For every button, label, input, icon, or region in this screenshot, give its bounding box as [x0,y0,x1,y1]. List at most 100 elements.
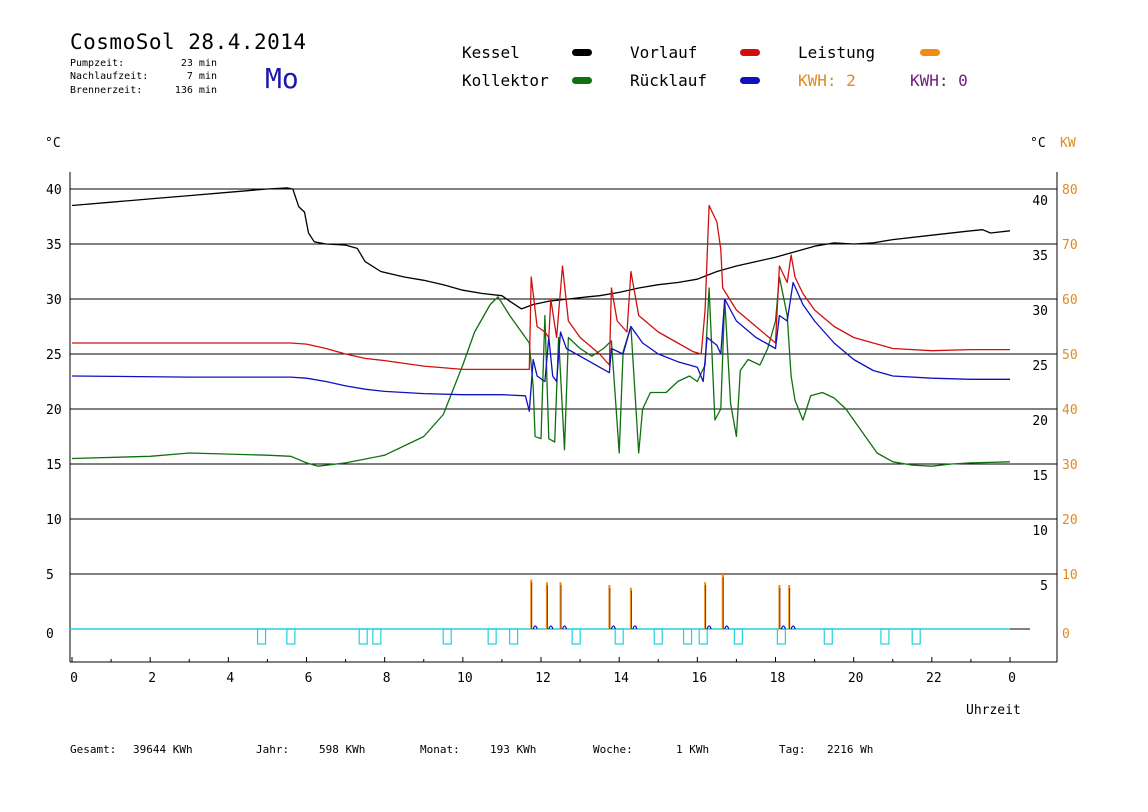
right-tick-label-kw: 20 [1062,513,1078,528]
right-tick-label-kw: 10 [1062,568,1078,583]
flow-marker [632,625,638,630]
nachlaufzeit-label: Nachlaufzeit: [70,71,149,82]
x-tick-label: 10 [457,671,473,686]
right-tick-label-kw: 50 [1062,348,1078,363]
legend-vorlauf-swatch [740,49,760,56]
legend-kessel-swatch [572,49,592,56]
legend-kessel-label: Kessel [462,43,520,62]
flow-marker [706,625,712,630]
footer-gesamt-value: 39644 KWh [133,743,193,756]
series-ruecklauf-line [71,281,1010,412]
pumpzeit-value: 23 min [180,58,217,69]
pump-pulse [487,628,497,645]
footer-woche-value: 1 KWh [676,743,710,756]
legend-kollektor-swatch [572,77,592,84]
x-tick-label: 20 [848,671,864,686]
flow-marker [790,625,796,630]
x-tick-label: 12 [535,671,551,686]
legend-leistung-swatch [920,49,940,56]
flow-marker [610,625,616,630]
right-tick-label-kw: 40 [1062,403,1078,418]
x-tick-label: 0 [70,671,78,686]
x-tick-label: 16 [692,671,708,686]
legend-kwh2-label: KWH: 0 [910,71,968,90]
footer-gesamt-label: Gesamt: [70,743,117,756]
left-tick-label: 15 [46,458,62,473]
series-kessel-line [71,187,1011,310]
footer-jahr-value: 598 KWh [319,743,366,756]
pump-pulse [682,628,693,645]
flow-marker [548,625,554,630]
x-tick-label: 0 [1008,671,1016,686]
pump-pulse [823,628,833,645]
chart-title: CosmoSol 28.4.2014 [70,30,307,54]
legend-ruecklauf-label: Rücklauf [630,71,708,90]
right-tick-label-kw: 80 [1062,183,1078,198]
left-tick-label: 20 [46,403,62,418]
right-tick-label-c: 5 [1040,579,1048,594]
pump-pulse [911,628,921,645]
x-tick-label: 14 [613,671,629,686]
flow-marker [532,625,538,630]
right-tick-label-c: 25 [1032,359,1048,374]
pump-pulse [256,628,267,645]
footer-jahr-label: Jahr: [256,743,290,756]
left-tick-label: 25 [46,348,62,363]
legend-ruecklauf-swatch [740,77,760,84]
pump-pulse [442,628,452,645]
legend-vorlauf-label: Vorlauf [630,43,698,62]
brennerzeit-value: 136 min [174,85,217,96]
pump-pulse [880,628,890,645]
right-axis-unit-kw: KW [1060,136,1076,151]
flow-marker [724,625,730,630]
footer-woche-label: Woche: [593,743,633,756]
left-tick-label: 30 [46,293,62,308]
pumpzeit-label: Pumpzeit: [70,58,125,69]
right-tick-label-kw: 30 [1062,458,1078,473]
x-tick-label: 8 [383,671,391,686]
pump-pulse [653,628,663,645]
flow-marker [561,625,568,630]
nachlaufzeit-value: 7 min [186,71,217,82]
pump-pulse [614,628,624,645]
series-vorlauf-line [72,204,1010,371]
left-axis-unit: °C [45,136,61,151]
x-tick-label: 4 [226,671,234,686]
pump-pulse [698,628,708,645]
pump-pulse [776,628,786,645]
right-tick-label-c: 20 [1032,414,1048,429]
pump-pulse [733,628,743,645]
brennerzeit-label: Brennerzeit: [70,85,143,96]
pump-pulse [358,628,368,645]
pump-pulse [509,628,519,645]
right-tick-label-kw: 70 [1062,238,1078,253]
left-tick-label: 35 [46,238,62,253]
footer-monat-value: 193 KWh [490,743,537,756]
weekday-label: Mo [265,62,299,95]
pump-pulse [286,628,296,645]
pump-pulse [372,628,382,645]
x-tick-label: 2 [148,671,156,686]
left-tick-label: 40 [46,183,62,198]
footer-monat-label: Monat: [420,743,460,756]
x-tick-label: 18 [770,671,786,686]
right-tick-label-c: 40 [1032,194,1048,209]
x-tick-label: 6 [305,671,313,686]
right-tick-label-kw: 0 [1062,627,1070,642]
right-tick-label-c: 35 [1032,249,1048,264]
footer-tag-label: Tag: [779,743,806,756]
footer-tag-value: 2216 Wh [827,743,874,756]
x-axis-label: Uhrzeit [966,703,1021,718]
left-tick-label: 10 [46,513,62,528]
series-kollektor-line [71,276,1011,467]
right-tick-label-kw: 60 [1062,293,1078,308]
legend-kollektor-label: Kollektor [462,71,549,90]
legend-kwh1-label: KWH: 2 [798,71,856,90]
right-tick-label-c: 15 [1032,469,1048,484]
x-tick-label: 22 [926,671,942,686]
left-tick-label: 0 [46,627,54,642]
flow-marker [780,625,786,630]
legend-leistung-label: Leistung [798,43,876,62]
left-tick-label: 5 [46,568,54,583]
